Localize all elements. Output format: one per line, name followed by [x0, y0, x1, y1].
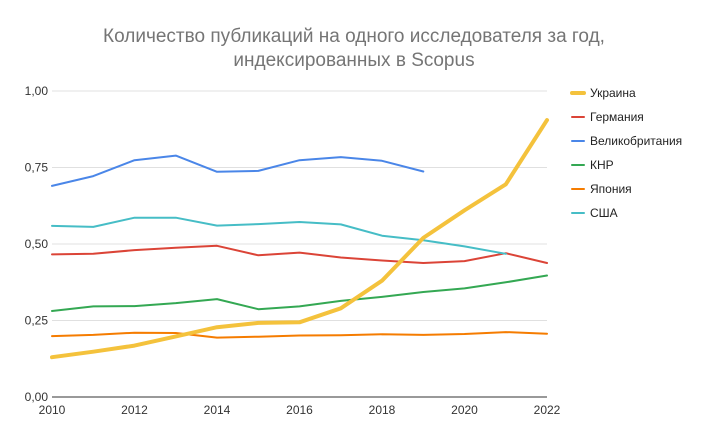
x-tick-label: 2012 — [121, 403, 148, 417]
y-tick-label: 0,00 — [25, 390, 49, 404]
legend: Украина Германия Великобритания КНР Япония СШ… — [570, 86, 682, 220]
series-lines — [50, 118, 549, 360]
series-line-3 — [51, 274, 548, 312]
x-tick-label: 2018 — [369, 403, 396, 417]
x-tick-label: 2014 — [204, 403, 231, 417]
legend-label: США — [590, 206, 618, 220]
x-tick-label: 2020 — [451, 403, 478, 417]
y-tick-label: 0,25 — [25, 314, 49, 328]
legend-label: Украина — [590, 86, 636, 100]
series-line-2 — [51, 154, 425, 187]
y-tick-label: 1,00 — [25, 84, 49, 98]
x-tick-label: 2022 — [534, 403, 561, 417]
legend-label: Япония — [590, 182, 632, 196]
chart-title-line-2: индексированных в Scopus — [233, 50, 474, 71]
x-tick-label: 2010 — [39, 403, 66, 417]
legend-label: КНР — [590, 158, 614, 172]
x-tick-label: 2016 — [286, 403, 313, 417]
series-line-5 — [51, 216, 507, 255]
legend-label: Германия — [590, 110, 644, 124]
legend-label: Великобритания — [590, 134, 682, 148]
y-tick-label: 0,50 — [25, 237, 49, 251]
series-line-4 — [51, 331, 548, 339]
axes: 0,00 0,25 0,50 0,75 1,00 2010 2012 2014 2016 2018… — [25, 84, 561, 417]
series-line-1 — [51, 244, 548, 264]
chart-title-line-1: Количество публикаций на одного исследов… — [103, 26, 605, 47]
series-line-0 — [50, 118, 549, 360]
y-tick-label: 0,75 — [25, 161, 49, 175]
